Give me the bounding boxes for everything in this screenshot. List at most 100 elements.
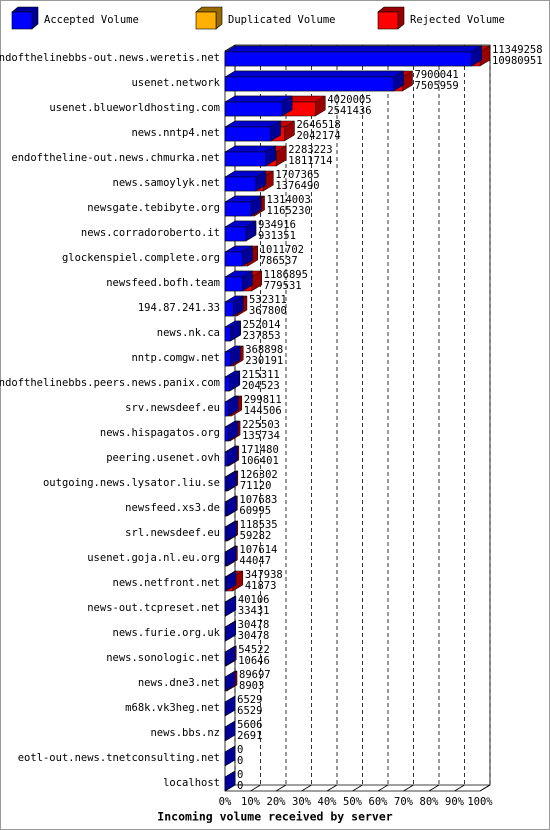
value-label: 934916	[258, 219, 296, 231]
y-tick-label: nntp.comgw.net	[131, 352, 220, 364]
y-tick-label: m68k.vk3heg.net	[125, 702, 220, 714]
bar	[224, 301, 234, 317]
x-tick-label: 30%	[292, 796, 312, 808]
bar	[224, 201, 252, 217]
bar-top	[224, 95, 294, 103]
y-tick-label: eotl-out.news.tnetconsulting.net	[18, 752, 220, 764]
y-tick-label: srl.newsdeef.eu	[125, 527, 220, 539]
value-label: 71120	[240, 480, 272, 492]
bar	[224, 251, 243, 267]
value-label: 6529	[237, 705, 262, 717]
bar-side	[224, 745, 236, 767]
bar	[224, 126, 272, 142]
value-label: 54522	[238, 644, 270, 656]
legend-swatch	[11, 11, 33, 30]
tick-mark	[275, 784, 287, 792]
value-label: 2691	[237, 730, 262, 742]
x-tick-label: 40%	[318, 796, 338, 808]
y-tick-label: newsgate.tebibyte.org	[87, 202, 220, 214]
value-label: 0	[237, 755, 243, 767]
x-tick-label: 70%	[394, 796, 414, 808]
value-label: 7505959	[415, 80, 459, 92]
y-tick-label: outgoing.news.lysator.liu.se	[43, 477, 220, 489]
value-label: 7900041	[415, 69, 459, 81]
x-tick-label: 100%	[467, 796, 493, 808]
bar	[224, 276, 243, 292]
y-tick-label: localhost	[163, 777, 220, 789]
x-tick-label: 20%	[267, 796, 287, 808]
y-tick-label: glockenspiel.complete.org	[62, 252, 220, 264]
legend-label: Rejected Volume	[410, 14, 505, 26]
bar	[224, 426, 229, 442]
value-label: 252014	[243, 319, 281, 331]
value-label: 225503	[242, 419, 280, 431]
tick-mark	[250, 784, 261, 792]
value-label: 107614	[239, 544, 277, 556]
value-label: 135734	[242, 430, 280, 442]
value-label: 11349258	[492, 44, 543, 56]
y-tick-label: news.furie.org.uk	[113, 627, 221, 639]
bar	[224, 51, 472, 67]
value-label: 299811	[244, 394, 282, 406]
bar	[224, 526, 227, 542]
y-tick-label: news.hispagatos.org	[100, 427, 220, 439]
value-label: 367800	[249, 305, 287, 317]
y-tick-label: usenet.blueworldhosting.com	[49, 102, 220, 114]
bar	[224, 601, 227, 617]
value-label: 10980951	[492, 55, 543, 67]
bar	[224, 151, 266, 167]
value-label: 532311	[249, 294, 287, 306]
legend-swatch	[377, 11, 399, 30]
value-label: 786537	[260, 255, 298, 267]
value-label: 1186895	[264, 269, 308, 281]
value-label: 1165230	[267, 205, 311, 217]
value-label: 0	[237, 769, 243, 781]
value-label: 8903	[239, 680, 264, 692]
bar-side	[224, 770, 236, 792]
tick-mark	[479, 784, 491, 792]
value-label: 44047	[239, 555, 271, 567]
value-label: 118535	[240, 519, 278, 531]
tick-mark	[454, 784, 465, 792]
value-label: 230191	[245, 355, 283, 367]
bar	[224, 226, 247, 242]
value-label: 10646	[238, 655, 270, 667]
tick-mark	[403, 784, 414, 792]
value-label: 41873	[245, 580, 277, 592]
y-tick-label: usenet.network	[131, 77, 220, 89]
value-label: 215311	[242, 369, 280, 381]
x-tick-label: 50%	[343, 796, 363, 808]
y-tick-label: endofthelinebbs.peers.news.panix.com	[0, 377, 220, 389]
value-label: 2283223	[288, 144, 332, 156]
tick-mark	[326, 784, 338, 792]
value-label: 60995	[239, 505, 271, 517]
value-label: 1011702	[260, 244, 304, 256]
x-tick-label: 60%	[369, 796, 389, 808]
value-label: 0	[237, 780, 243, 792]
chart-title: Incoming volume received by server	[157, 810, 392, 824]
y-tick-label: news.sonologic.net	[106, 652, 220, 664]
value-label: 33431	[238, 605, 270, 617]
bar	[224, 376, 230, 392]
value-label: 1314003	[267, 194, 311, 206]
value-label: 107683	[239, 494, 277, 506]
y-tick-label: newsfeed.bofh.team	[106, 277, 220, 289]
legend-label: Duplicated Volume	[228, 14, 335, 26]
bar	[224, 576, 227, 592]
tick-mark	[352, 784, 363, 792]
y-tick-label: news.dne3.net	[138, 677, 220, 689]
bar	[224, 551, 227, 567]
value-label: 931351	[258, 230, 296, 242]
value-label: 237853	[243, 330, 281, 342]
value-label: 4020005	[327, 94, 371, 106]
value-label: 2042174	[296, 130, 340, 142]
y-tick-label: news.nk.ca	[157, 327, 220, 339]
x-tick-label: 0%	[219, 796, 232, 808]
tick-mark	[377, 784, 389, 792]
x-tick-label: 90%	[445, 796, 465, 808]
value-label: 1707365	[275, 169, 319, 181]
value-label: 204523	[242, 380, 280, 392]
y-tick-label: usenet.goja.nl.eu.org	[87, 552, 220, 564]
value-label: 1811714	[288, 155, 332, 167]
